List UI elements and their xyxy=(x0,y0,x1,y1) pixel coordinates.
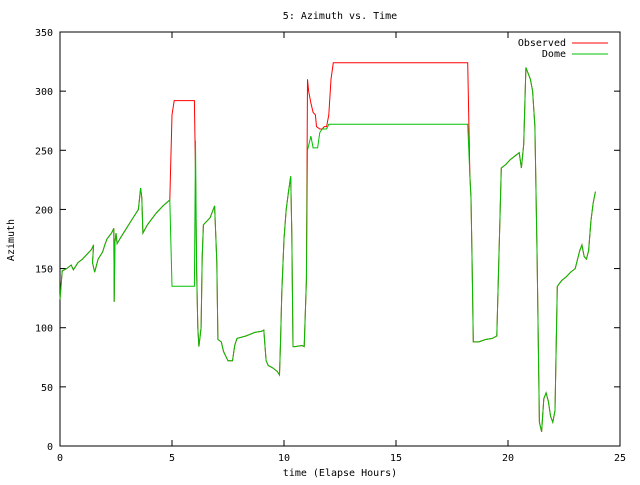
x-tick-label: 0 xyxy=(57,453,63,464)
x-tick-label: 15 xyxy=(390,453,402,464)
x-axis-label: time (Elapse Hours) xyxy=(283,468,397,479)
y-tick-label: 0 xyxy=(47,442,53,453)
y-tick-label: 250 xyxy=(35,146,53,157)
x-tick-label: 20 xyxy=(502,453,514,464)
y-tick-label: 200 xyxy=(35,205,53,216)
y-tick-label: 350 xyxy=(35,28,53,39)
series-line-dome xyxy=(59,67,596,432)
x-tick-label: 5 xyxy=(169,453,175,464)
x-tick-label: 10 xyxy=(278,453,290,464)
x-tick-label: 25 xyxy=(614,453,626,464)
legend-label-dome: Dome xyxy=(542,49,566,60)
series-group xyxy=(59,62,596,432)
series-line-observed xyxy=(59,62,596,432)
plot-frame xyxy=(59,31,621,447)
y-tick-label: 50 xyxy=(41,383,53,394)
y-tick-label: 150 xyxy=(35,265,53,276)
y-axis-label: Azimuth xyxy=(6,219,17,261)
y-tick-label: 100 xyxy=(35,324,53,335)
chart-title: 5: Azimuth vs. Time xyxy=(283,11,397,22)
y-tick-label: 300 xyxy=(35,87,53,98)
legend-label-observed: Observed xyxy=(518,38,566,49)
